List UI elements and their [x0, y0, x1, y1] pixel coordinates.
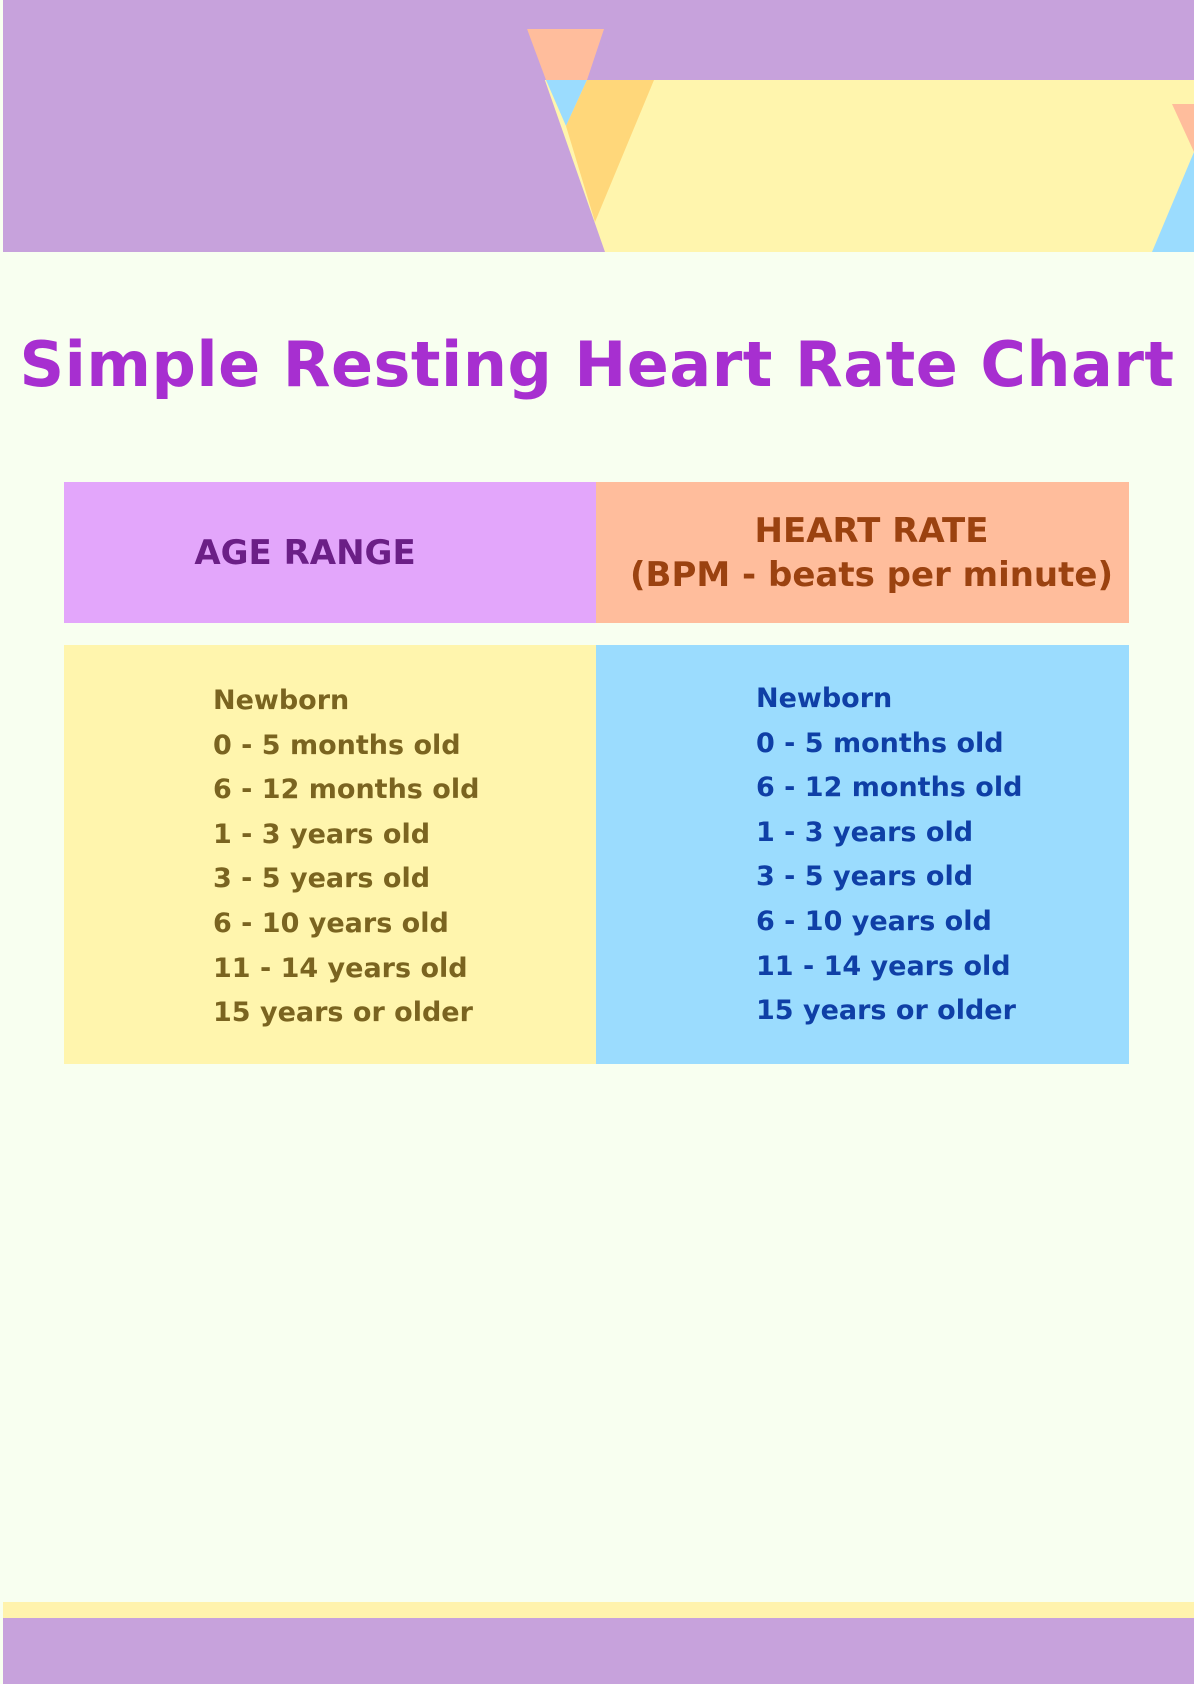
- heart-rate-item: 3 - 5 years old: [756, 861, 974, 893]
- banner-blue-triangle: [546, 80, 587, 126]
- footer-purple-bar: [3, 1618, 1194, 1684]
- age-range-header: AGE RANGE: [64, 482, 596, 623]
- banner-purple-wedge: [3, 0, 605, 252]
- age-range-list: Newborn 0 - 5 months old 6 - 12 months o…: [213, 679, 479, 1036]
- banner-orange-triangle: [566, 80, 654, 222]
- banner-peach-triangle: [527, 29, 604, 80]
- age-range-item: 15 years or older: [213, 997, 473, 1029]
- heart-rate-item: 6 - 12 months old: [756, 772, 1023, 804]
- heart-rate-list: Newborn 0 - 5 months old 6 - 12 months o…: [756, 677, 1022, 1034]
- age-range-item: 6 - 12 months old: [213, 774, 480, 806]
- age-range-item: 0 - 5 months old: [213, 729, 461, 761]
- heart-rate-header: HEART RATE (BPM - beats per minute): [596, 482, 1129, 623]
- header-banner: [3, 0, 1194, 252]
- heart-rate-header-title: HEART RATE: [754, 510, 989, 551]
- banner-right-blue-triangle: [1152, 152, 1194, 252]
- age-range-item: 1 - 3 years old: [213, 818, 431, 850]
- heart-rate-item: 0 - 5 months old: [756, 727, 1004, 759]
- heart-rate-item: 1 - 3 years old: [756, 816, 974, 848]
- heart-rate-header-subtitle: (BPM - beats per minute): [629, 554, 1113, 595]
- age-range-column: Newborn 0 - 5 months old 6 - 12 months o…: [64, 645, 596, 1064]
- banner-graphic: [3, 0, 1194, 252]
- heart-rate-item: 15 years or older: [756, 995, 1016, 1027]
- age-range-item: 11 - 14 years old: [213, 952, 468, 984]
- age-range-item: Newborn: [213, 685, 350, 716]
- footer-yellow-strip: [3, 1602, 1194, 1618]
- age-range-item: 6 - 10 years old: [213, 907, 449, 939]
- banner-right-peach-triangle: [1172, 104, 1194, 152]
- heart-rate-item: 11 - 14 years old: [756, 950, 1011, 982]
- page-title: Simple Resting Heart Rate Chart: [19, 328, 1175, 401]
- heart-rate-item: Newborn: [756, 683, 893, 714]
- age-range-header-label: AGE RANGE: [194, 532, 416, 573]
- heart-rate-item: 6 - 10 years old: [756, 905, 992, 937]
- heart-rate-column: Newborn 0 - 5 months old 6 - 12 months o…: [596, 645, 1129, 1064]
- age-range-item: 3 - 5 years old: [213, 863, 431, 895]
